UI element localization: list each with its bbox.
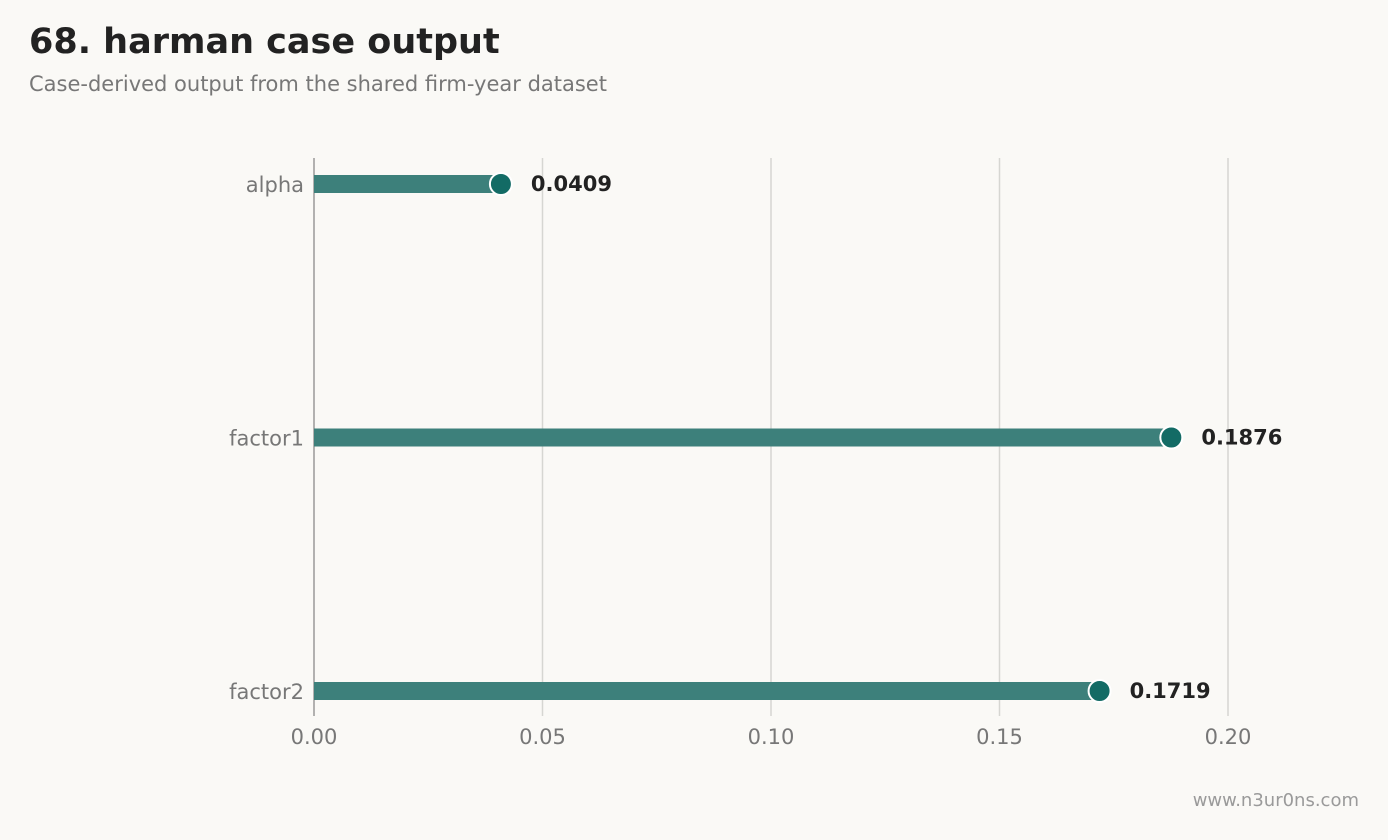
x-tick-label: 0.05 <box>519 725 566 749</box>
category-label-alpha: alpha <box>246 173 304 197</box>
chart-title: 68. harman case output <box>29 22 500 62</box>
x-tick-label: 0.00 <box>291 725 338 749</box>
value-label-factor2: 0.1719 <box>1130 679 1211 703</box>
bar-alpha <box>314 175 501 193</box>
value-label-factor1: 0.1876 <box>1201 426 1282 450</box>
category-label-factor2: factor2 <box>229 680 304 704</box>
x-tick-label: 0.15 <box>976 725 1023 749</box>
x-tick-label: 0.20 <box>1205 725 1252 749</box>
category-label-factor1: factor1 <box>229 427 304 451</box>
dot-factor2 <box>1087 679 1112 703</box>
bar-factor2 <box>314 682 1100 700</box>
dot-factor1 <box>1159 425 1184 450</box>
value-label-alpha: 0.0409 <box>531 172 612 196</box>
bars: 0.0409 0.1876 0.1719 <box>314 172 1282 703</box>
x-tick-label: 0.10 <box>748 725 795 749</box>
watermark: www.n3ur0ns.com <box>1192 790 1359 811</box>
x-tick-labels: 0.00 0.05 0.10 0.15 0.20 <box>291 725 1252 749</box>
dot-alpha <box>488 172 513 196</box>
bar-factor1 <box>314 428 1172 447</box>
chart-subtitle: Case-derived output from the shared firm… <box>29 72 607 96</box>
category-labels: alpha factor1 factor2 <box>229 173 304 704</box>
